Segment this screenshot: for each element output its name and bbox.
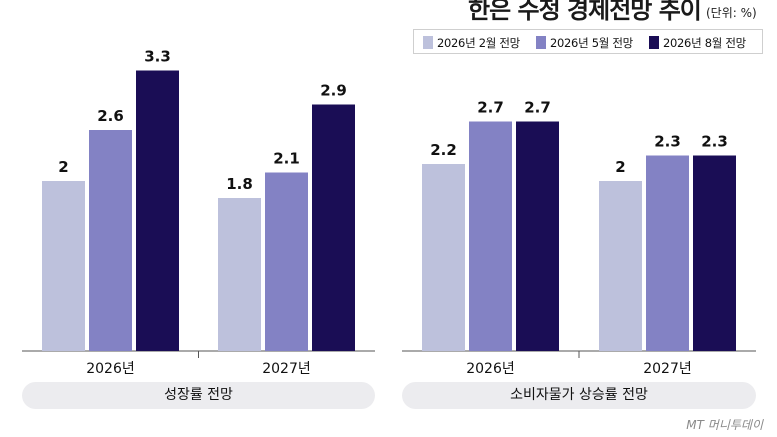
data-label: 2.2 <box>430 141 457 159</box>
data-label: 2 <box>58 158 68 176</box>
panel-title-inflation: 소비자물가 상승률 전망 <box>402 382 756 409</box>
legend-swatch-feb <box>423 36 433 49</box>
data-label: 2.7 <box>477 99 504 117</box>
data-label: 2.3 <box>654 133 681 151</box>
bar <box>265 172 308 351</box>
legend-label-may: 2026년 5월 전망 <box>550 36 633 50</box>
bar <box>516 121 559 351</box>
legend-label-feb: 2026년 2월 전망 <box>437 36 520 50</box>
legend-item-may: 2026년 5월 전망 <box>536 35 633 51</box>
data-label: 1.8 <box>226 175 253 193</box>
bar <box>646 155 689 351</box>
data-label: 2 <box>615 158 625 176</box>
data-label: 2.1 <box>273 150 300 168</box>
data-label: 2.7 <box>524 99 551 117</box>
bar <box>693 155 736 351</box>
bar <box>312 104 355 351</box>
category-label: 2026년 <box>466 361 515 377</box>
data-label: 3.3 <box>144 48 171 66</box>
unit-label: (단위: %) <box>706 6 757 20</box>
bar <box>422 164 465 351</box>
legend-item-aug: 2026년 8월 전망 <box>649 35 746 51</box>
data-label: 2.6 <box>97 107 124 125</box>
legend-label-aug: 2026년 8월 전망 <box>663 36 746 50</box>
category-label: 2027년 <box>262 361 311 377</box>
chart-title: 한은 수정 경제전망 추이 <box>468 0 702 24</box>
bar <box>469 121 512 351</box>
category-label: 2027년 <box>643 361 692 377</box>
bar <box>42 181 85 351</box>
legend: 2026년 2월 전망 2026년 5월 전망 2026년 8월 전망 <box>413 29 763 54</box>
watermark-logo: MT 머니투데이 <box>686 418 763 432</box>
data-label: 2.3 <box>701 133 728 151</box>
panel-title-growth: 성장률 전망 <box>22 382 375 409</box>
bar <box>136 70 179 351</box>
legend-item-feb: 2026년 2월 전망 <box>423 35 520 51</box>
category-label: 2026년 <box>86 361 135 377</box>
legend-swatch-may <box>536 36 546 49</box>
bar <box>218 198 261 351</box>
data-label: 2.9 <box>320 82 347 100</box>
legend-swatch-aug <box>649 36 659 49</box>
bar <box>89 130 132 351</box>
bar <box>599 181 642 351</box>
